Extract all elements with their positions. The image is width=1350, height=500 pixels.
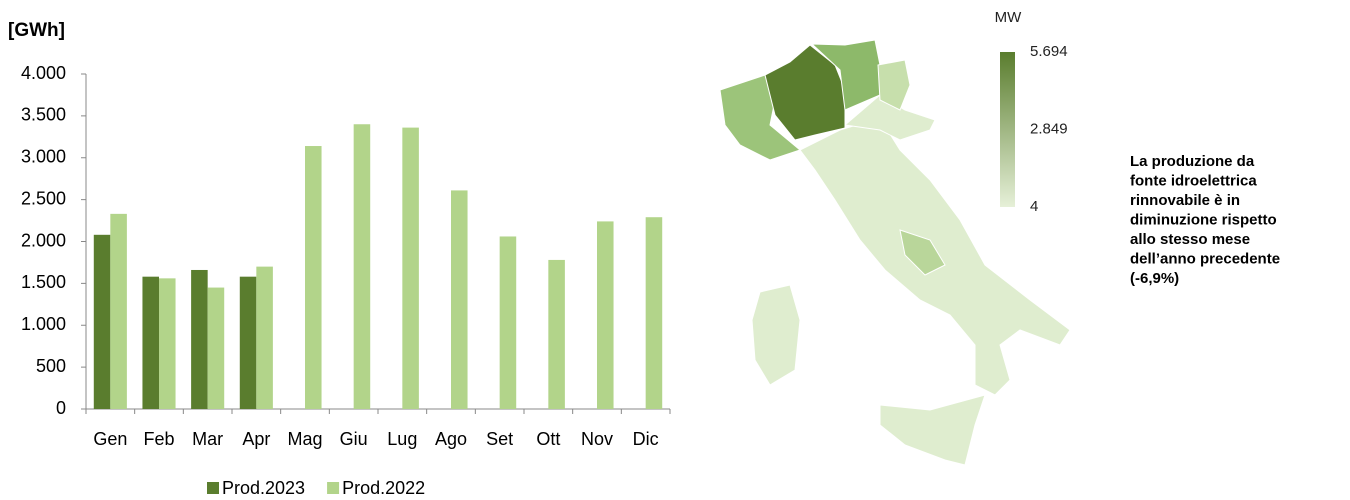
map-region bbox=[899, 229, 946, 276]
colorbar-label: 2.849 bbox=[1030, 120, 1068, 137]
x-tick-label: Mar bbox=[192, 429, 223, 449]
annotation: fonte idroelettrica bbox=[1130, 172, 1257, 189]
bar bbox=[142, 276, 159, 409]
bar bbox=[93, 234, 111, 409]
bar bbox=[597, 221, 614, 409]
bar bbox=[402, 127, 419, 409]
legend-label: Prod.2023 bbox=[222, 478, 305, 498]
x-tick-label: Feb bbox=[143, 429, 174, 449]
bar bbox=[645, 217, 663, 409]
y-tick-label: 0 bbox=[56, 398, 66, 418]
annotation: La produzione da bbox=[1130, 153, 1255, 170]
y-axis-title: [GWh] bbox=[8, 20, 65, 41]
legend-swatch bbox=[327, 482, 340, 494]
y-tick-label: 500 bbox=[36, 356, 66, 376]
x-tick-label: Giu bbox=[340, 429, 368, 449]
x-tick-label: Apr bbox=[242, 429, 270, 449]
bar bbox=[110, 213, 127, 409]
y-tick-label: 1.000 bbox=[21, 314, 66, 334]
annotation: diminuzione rispetto bbox=[1130, 211, 1277, 228]
italy-map bbox=[719, 39, 1071, 466]
colorbar-title: MW bbox=[995, 9, 1022, 26]
y-tick-label: 2.500 bbox=[21, 188, 66, 208]
bar bbox=[451, 190, 468, 409]
y-tick-label: 3.500 bbox=[21, 105, 66, 125]
bar bbox=[239, 276, 257, 409]
y-tick-label: 4.000 bbox=[21, 63, 66, 83]
bar bbox=[305, 146, 322, 409]
map-region bbox=[879, 394, 986, 466]
y-tick-label: 3.000 bbox=[21, 147, 66, 167]
x-tick-label: Gen bbox=[93, 429, 127, 449]
annotation: dell’anno precedente bbox=[1130, 250, 1280, 267]
bar bbox=[353, 124, 371, 409]
bar bbox=[548, 259, 565, 409]
legend-swatch bbox=[207, 482, 219, 494]
x-tick-label: Ago bbox=[435, 429, 467, 449]
x-tick-label: Nov bbox=[581, 429, 613, 449]
map-region bbox=[751, 284, 801, 386]
x-tick-label: Dic bbox=[633, 429, 659, 449]
colorbar-label: 5.694 bbox=[1030, 43, 1068, 60]
annotation: allo stesso mese bbox=[1130, 231, 1250, 248]
y-tick-label: 2.000 bbox=[21, 230, 66, 250]
annotation: (-6,9%) bbox=[1130, 270, 1179, 287]
x-tick-label: Lug bbox=[387, 429, 417, 449]
x-tick-label: Mag bbox=[287, 429, 322, 449]
bar bbox=[207, 287, 225, 409]
x-tick-label: Set bbox=[486, 429, 513, 449]
bar bbox=[256, 266, 273, 409]
colorbar-label: 4 bbox=[1030, 198, 1038, 215]
annotation: rinnovabile è in bbox=[1130, 192, 1240, 209]
map-region bbox=[877, 59, 911, 111]
bar bbox=[499, 236, 517, 409]
bar bbox=[159, 278, 176, 409]
x-tick-label: Ott bbox=[536, 429, 560, 449]
colorbar bbox=[1000, 52, 1015, 207]
y-tick-label: 1.500 bbox=[21, 272, 66, 292]
bar bbox=[191, 269, 208, 409]
legend-label: Prod.2022 bbox=[342, 478, 425, 498]
